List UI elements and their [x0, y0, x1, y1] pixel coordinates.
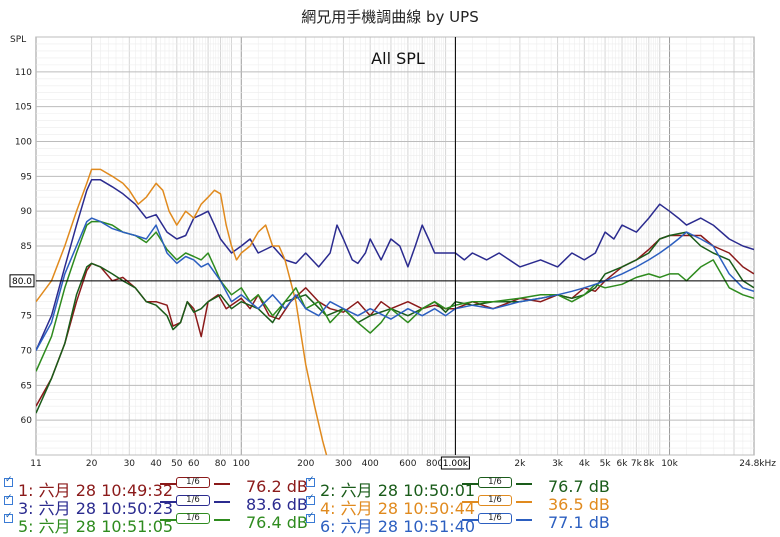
series-lines — [36, 168, 754, 455]
legend-level: 76.4 dB — [246, 513, 308, 532]
legend-line-swatch — [462, 501, 478, 503]
legend-level: 76.2 dB — [246, 477, 308, 496]
legend-smoothing-button[interactable]: 1/6 — [462, 513, 532, 525]
legend-line-swatch — [462, 483, 478, 485]
legend-name: 2: 六月 28 10:50:01 — [320, 481, 476, 500]
legend-smoothing-button[interactable]: 1/6 — [462, 477, 532, 489]
legend-line-swatch — [214, 501, 230, 503]
x-tick-label: 24.8kHz — [739, 459, 776, 469]
x-tick-label: 7k — [631, 459, 643, 469]
y-tick-label: 95 — [21, 172, 32, 182]
smoothing-label: 1/6 — [478, 495, 512, 506]
x-tick-label: 11 — [30, 459, 41, 469]
x-tick-label: 60 — [188, 459, 200, 469]
legend-level: 36.5 dB — [548, 495, 610, 514]
x-tick-label: 40 — [150, 459, 162, 469]
x-tick-label: 5k — [600, 459, 612, 469]
y-tick-label: 90 — [21, 207, 33, 217]
smoothing-label: 1/6 — [478, 477, 512, 488]
smoothing-label: 1/6 — [478, 513, 512, 524]
frequency-cursor: 1.00k — [440, 37, 470, 470]
legend-name: 6: 六月 28 10:51:40 — [320, 517, 476, 536]
x-tick-label: 30 — [124, 459, 136, 469]
x-tick-label: 4k — [579, 459, 591, 469]
legend-line-swatch — [160, 483, 176, 485]
y-tick-label: 65 — [21, 381, 32, 391]
x-tick-label: 20 — [86, 459, 98, 469]
legend-level: 83.6 dB — [246, 495, 308, 514]
x-tick-label: 80 — [215, 459, 227, 469]
x-tick-label: 400 — [362, 459, 379, 469]
legend-line-swatch — [462, 519, 478, 521]
cursor-label-box — [440, 456, 470, 470]
x-tick-label: 600 — [399, 459, 416, 469]
grid — [35, 36, 755, 456]
x-tick-label: 200 — [297, 459, 314, 469]
y-tick-label: 75 — [21, 312, 32, 322]
x-tick-label: 50 — [171, 459, 183, 469]
legend-line-swatch — [214, 519, 230, 521]
y-tick-label: 70 — [21, 347, 33, 357]
legend-line-swatch — [160, 501, 176, 503]
legend-checkbox[interactable] — [4, 511, 13, 523]
legend-smoothing-button[interactable]: 1/6 — [462, 495, 532, 507]
legend-line-swatch — [516, 483, 532, 485]
legend-checkbox[interactable] — [306, 493, 315, 505]
series-line-4 — [36, 168, 328, 455]
reference-label: 80.0 — [12, 277, 32, 287]
x-tick-label: 6k — [617, 459, 629, 469]
x-tick-label: 10k — [661, 459, 678, 469]
legend-name: 3: 六月 28 10:50:23 — [18, 499, 174, 518]
reference-level: 80.0 — [9, 274, 754, 288]
y-tick-label: 85 — [21, 242, 32, 252]
legend-line-swatch — [516, 519, 532, 521]
smoothing-label: 1/6 — [176, 513, 210, 524]
reference-label-box — [9, 274, 35, 288]
legend-checkbox[interactable] — [306, 511, 315, 523]
y-tick-label: 60 — [21, 416, 33, 426]
legend-smoothing-button[interactable]: 1/6 — [160, 513, 230, 525]
x-tick-label: 2k — [514, 459, 526, 469]
y-axis-label: SPL — [10, 35, 26, 45]
y-tick-label: 110 — [15, 68, 32, 78]
series-line-3 — [36, 179, 754, 351]
legend-level: 77.1 dB — [548, 513, 610, 532]
legend-smoothing-button[interactable]: 1/6 — [160, 495, 230, 507]
legend-checkbox[interactable] — [4, 475, 13, 487]
legend-checkbox[interactable] — [4, 493, 13, 505]
legend-name: 5: 六月 28 10:51:05 — [18, 517, 174, 536]
legend-name: 4: 六月 28 10:50:44 — [320, 499, 476, 518]
spl-chart[interactable]: 網兄用手機調曲線 by UPS SPL 60657075808590951001… — [0, 0, 780, 470]
x-tick-label: 300 — [335, 459, 352, 469]
series-line-6 — [36, 217, 754, 351]
x-tick-labels: 11 20 30 40 50 60 80 100 200 300 400 600 800 2k 3k 4k 5k… — [30, 459, 776, 469]
y-tick-labels: 6065707580859095100105110 — [15, 68, 32, 426]
x-tick-label: 8k — [643, 459, 655, 469]
smoothing-label: 1/6 — [176, 477, 210, 488]
legend-checkbox[interactable] — [306, 475, 315, 487]
x-tick-label: 800 — [426, 459, 443, 469]
cursor-label: 1.00k — [443, 459, 469, 469]
legend-line-swatch — [516, 501, 532, 503]
legend-smoothing-button[interactable]: 1/6 — [160, 477, 230, 489]
x-tick-label: 100 — [233, 459, 250, 469]
y-tick-label: 105 — [15, 103, 32, 113]
legend-line-swatch — [214, 483, 230, 485]
legend-line-swatch — [160, 519, 176, 521]
chart-subtitle: All SPL — [371, 49, 425, 68]
y-tick-label: 100 — [15, 138, 32, 148]
legend-level: 76.7 dB — [548, 477, 610, 496]
smoothing-label: 1/6 — [176, 495, 210, 506]
legend-name: 1: 六月 28 10:49:32 — [18, 481, 174, 500]
chart-title: 網兄用手機調曲線 by UPS — [301, 8, 478, 26]
x-tick-label: 3k — [552, 459, 564, 469]
